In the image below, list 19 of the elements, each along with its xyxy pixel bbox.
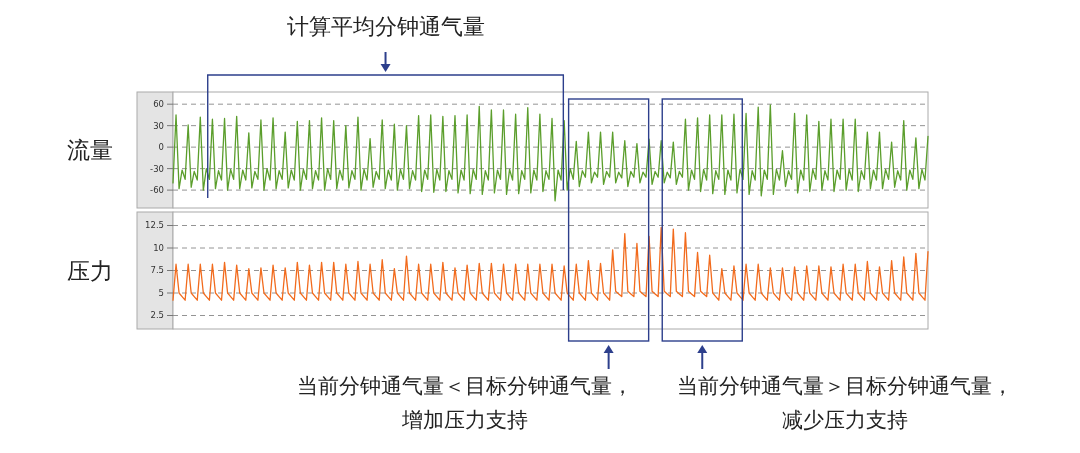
y-tick-label: 10	[153, 242, 164, 253]
y-axis-title: 流量	[67, 137, 113, 164]
y-tick-label: 60	[153, 99, 164, 110]
line-series	[172, 226, 929, 301]
y-tick-label: 0	[158, 142, 164, 153]
y-tick-label: 12.5	[145, 220, 164, 231]
text: 当前分钟通气量＞目标分钟通气量，	[677, 374, 1013, 398]
y-tick-label: 5	[158, 287, 164, 298]
y-axis-title: 压力	[67, 257, 113, 284]
y-tick-label: -30	[150, 163, 164, 174]
y-tick-label: 7.5	[150, 265, 164, 276]
text: 计算平均分钟通气量	[286, 14, 485, 39]
text: 增加压力支持	[401, 408, 528, 432]
text: 当前分钟通气量＜目标分钟通气量，	[297, 374, 633, 398]
y-tick-label: -60	[150, 185, 164, 196]
y-tick-label: 2.5	[150, 310, 164, 321]
text: 减少压力支持	[782, 408, 908, 432]
line-series	[172, 104, 929, 202]
y-tick-label: 30	[153, 120, 164, 131]
